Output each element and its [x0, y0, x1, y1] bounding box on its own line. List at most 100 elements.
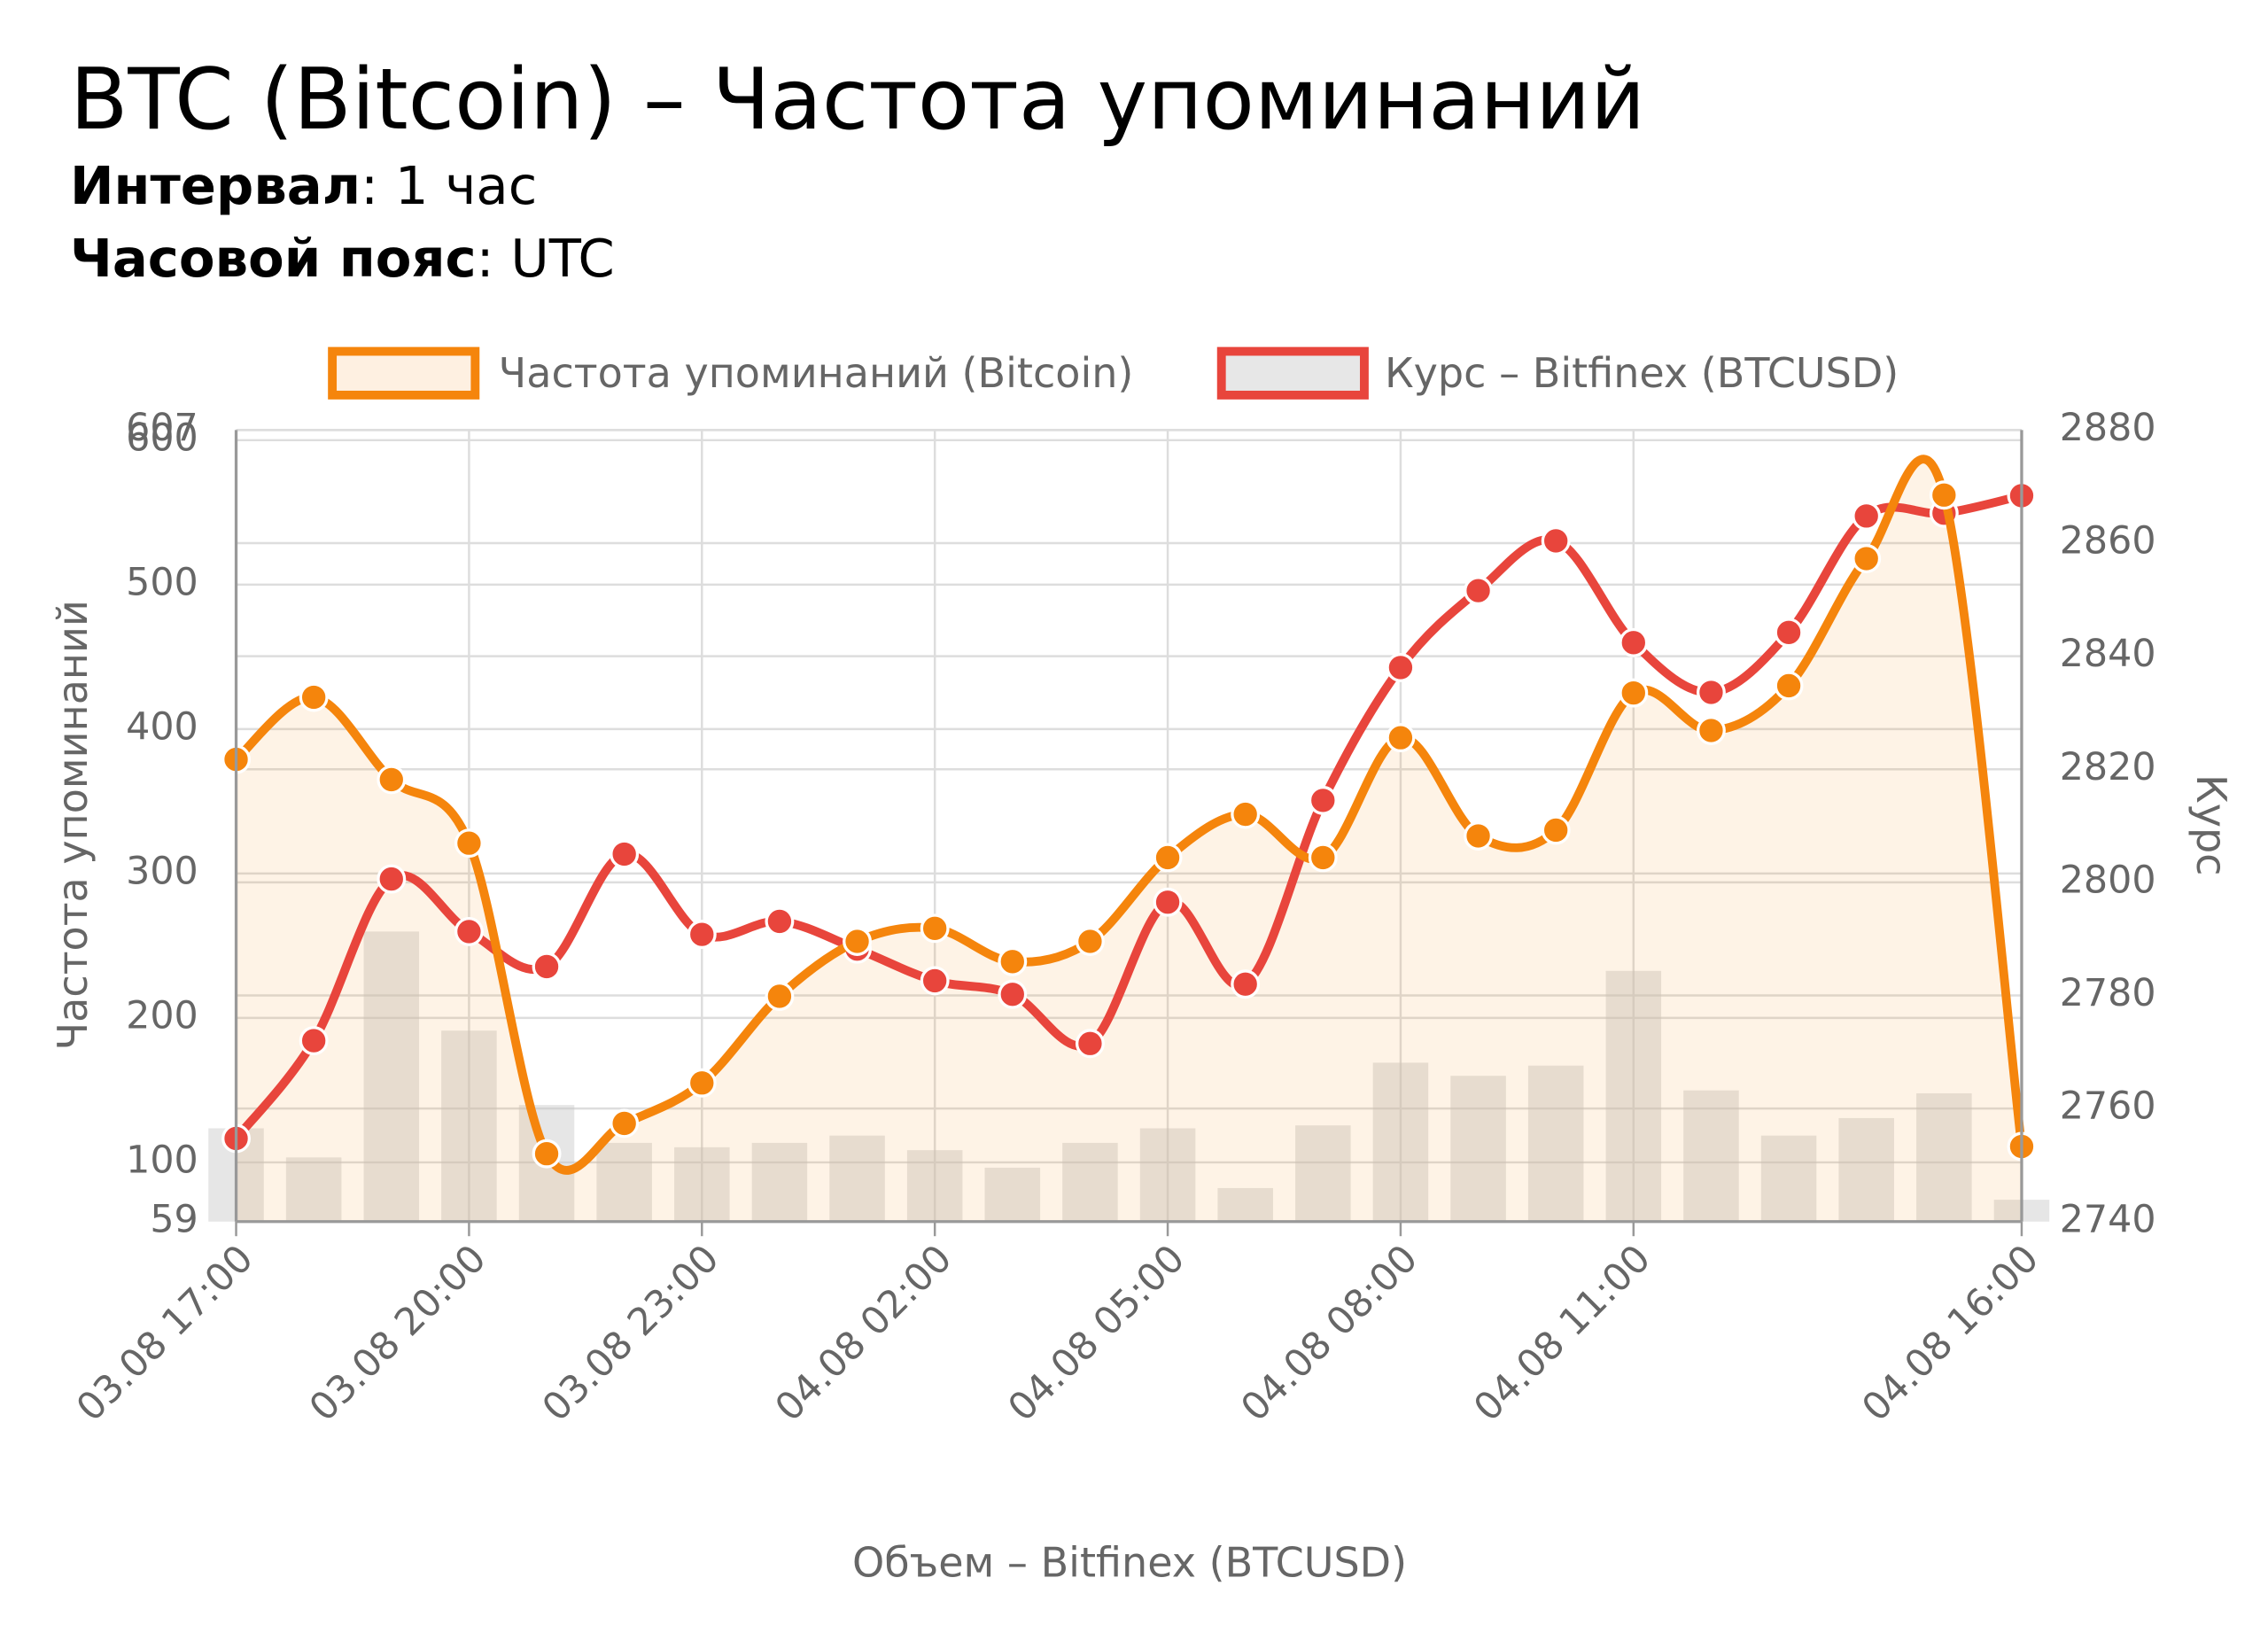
- point: [765, 906, 795, 937]
- subtitle-key: Интервал: [70, 155, 361, 216]
- volume-bar: [1217, 1187, 1273, 1222]
- point: [1696, 716, 1726, 745]
- point: [920, 913, 950, 944]
- area: [236, 459, 2022, 1222]
- y-axis-label: Частота упоминаний: [49, 600, 97, 1050]
- point: [1153, 843, 1183, 873]
- x-tick-label: 03.08 17:00: [68, 1237, 262, 1431]
- y2-tick-label: 2780: [2060, 971, 2156, 1015]
- y2-axis-label: Курс: [2187, 774, 2235, 875]
- point: [1774, 618, 1804, 648]
- y2-tick-label: 2880: [2060, 406, 2156, 450]
- x-tick-label: 04.08 02:00: [767, 1237, 961, 1431]
- point: [377, 765, 407, 795]
- subtitle: Часовой пояс: UTC: [70, 228, 615, 289]
- point: [1075, 1029, 1105, 1059]
- x-tick-label: 03.08 20:00: [301, 1237, 495, 1431]
- point: [687, 920, 717, 950]
- chart-title: BTC (Bitcoin) – Частота упоминаний: [70, 50, 1645, 149]
- point: [998, 979, 1028, 1009]
- point: [1619, 627, 1649, 657]
- x-tick-label: 04.08 08:00: [1232, 1237, 1426, 1431]
- subtitle: Интервал: 1 час: [70, 155, 537, 216]
- point: [1464, 821, 1494, 851]
- subtitle-key: Часовой пояс: [70, 228, 477, 289]
- legend-swatch: [328, 346, 480, 400]
- volume-bar: [829, 1135, 885, 1222]
- volume-bar: [1916, 1092, 1972, 1222]
- y-tick-label: 200: [126, 993, 198, 1038]
- volume-bar: [1372, 1062, 1429, 1222]
- volume-bar: [596, 1142, 652, 1222]
- point: [687, 1068, 717, 1098]
- point: [843, 927, 872, 956]
- x-tick-label: 04.08 11:00: [1465, 1237, 1659, 1431]
- point: [1386, 723, 1416, 753]
- point: [1852, 544, 1882, 573]
- y2-tick-label: 2740: [2060, 1197, 2156, 1241]
- point: [1696, 678, 1726, 707]
- volume-bar: [363, 931, 420, 1222]
- point: [377, 864, 407, 894]
- point: [1464, 576, 1494, 606]
- volume-label: Объем – Bitfinex (BTCUSD): [852, 1539, 1407, 1587]
- point: [1308, 843, 1338, 873]
- point: [532, 1139, 562, 1169]
- volume-bar: [1838, 1117, 1894, 1222]
- legend-label: Частота упоминаний (Bitcoin): [499, 349, 1134, 397]
- volume-bar: [1527, 1065, 1584, 1222]
- point: [1852, 501, 1882, 531]
- point: [299, 682, 329, 712]
- point: [1541, 526, 1571, 556]
- volume-bar: [285, 1157, 342, 1222]
- x-tick-label: 03.08 23:00: [534, 1237, 728, 1431]
- volume-bar: [1139, 1128, 1196, 1222]
- y-tick-label: 607: [126, 406, 198, 450]
- volume-bar: [1450, 1076, 1506, 1222]
- point: [765, 981, 795, 1011]
- volume-bar: [1683, 1090, 1739, 1222]
- point: [1541, 815, 1571, 845]
- y2-tick-label: 2760: [2060, 1084, 2156, 1129]
- point: [1386, 652, 1416, 682]
- legend-label: Курс – Bitfinex (BTCUSD): [1385, 349, 1899, 397]
- y-tick-label: 59: [150, 1197, 198, 1241]
- x-tick-label: 04.08 05:00: [999, 1237, 1193, 1431]
- point: [998, 946, 1028, 976]
- volume-bar: [1295, 1125, 1351, 1222]
- y-tick-label: 400: [126, 704, 198, 749]
- y2-tick-label: 2820: [2060, 745, 2156, 789]
- point: [299, 1026, 329, 1056]
- subtitle-value: : UTC: [477, 228, 615, 289]
- volume-bar: [1760, 1135, 1817, 1222]
- legend-swatch: [1216, 346, 1369, 400]
- point: [454, 916, 484, 946]
- y2-tick-label: 2860: [2060, 519, 2156, 564]
- x-tick-label: 04.08 16:00: [1853, 1237, 2047, 1431]
- point: [610, 1108, 640, 1139]
- line: [231, 455, 2026, 1175]
- y2-tick-label: 2840: [2060, 632, 2156, 676]
- point: [1308, 785, 1338, 815]
- y-tick-label: 500: [126, 560, 198, 604]
- volume-bar: [751, 1142, 808, 1222]
- volume-bar: [984, 1167, 1041, 1222]
- volume-bar: [441, 1030, 497, 1222]
- y-tick-label: 600: [126, 416, 198, 460]
- point: [610, 839, 640, 869]
- point: [1774, 671, 1804, 701]
- point: [920, 966, 950, 996]
- point: [1231, 799, 1261, 829]
- point: [1153, 887, 1183, 917]
- point: [454, 828, 484, 859]
- y2-tick-label: 2800: [2060, 858, 2156, 902]
- y-tick-label: 300: [126, 849, 198, 893]
- point: [532, 952, 562, 982]
- subtitle-value: : 1 час: [361, 155, 537, 216]
- point: [1075, 927, 1105, 956]
- volume-bar: [1605, 970, 1662, 1222]
- point: [1231, 969, 1261, 999]
- point: [1929, 480, 1959, 510]
- y-tick-label: 100: [126, 1138, 198, 1182]
